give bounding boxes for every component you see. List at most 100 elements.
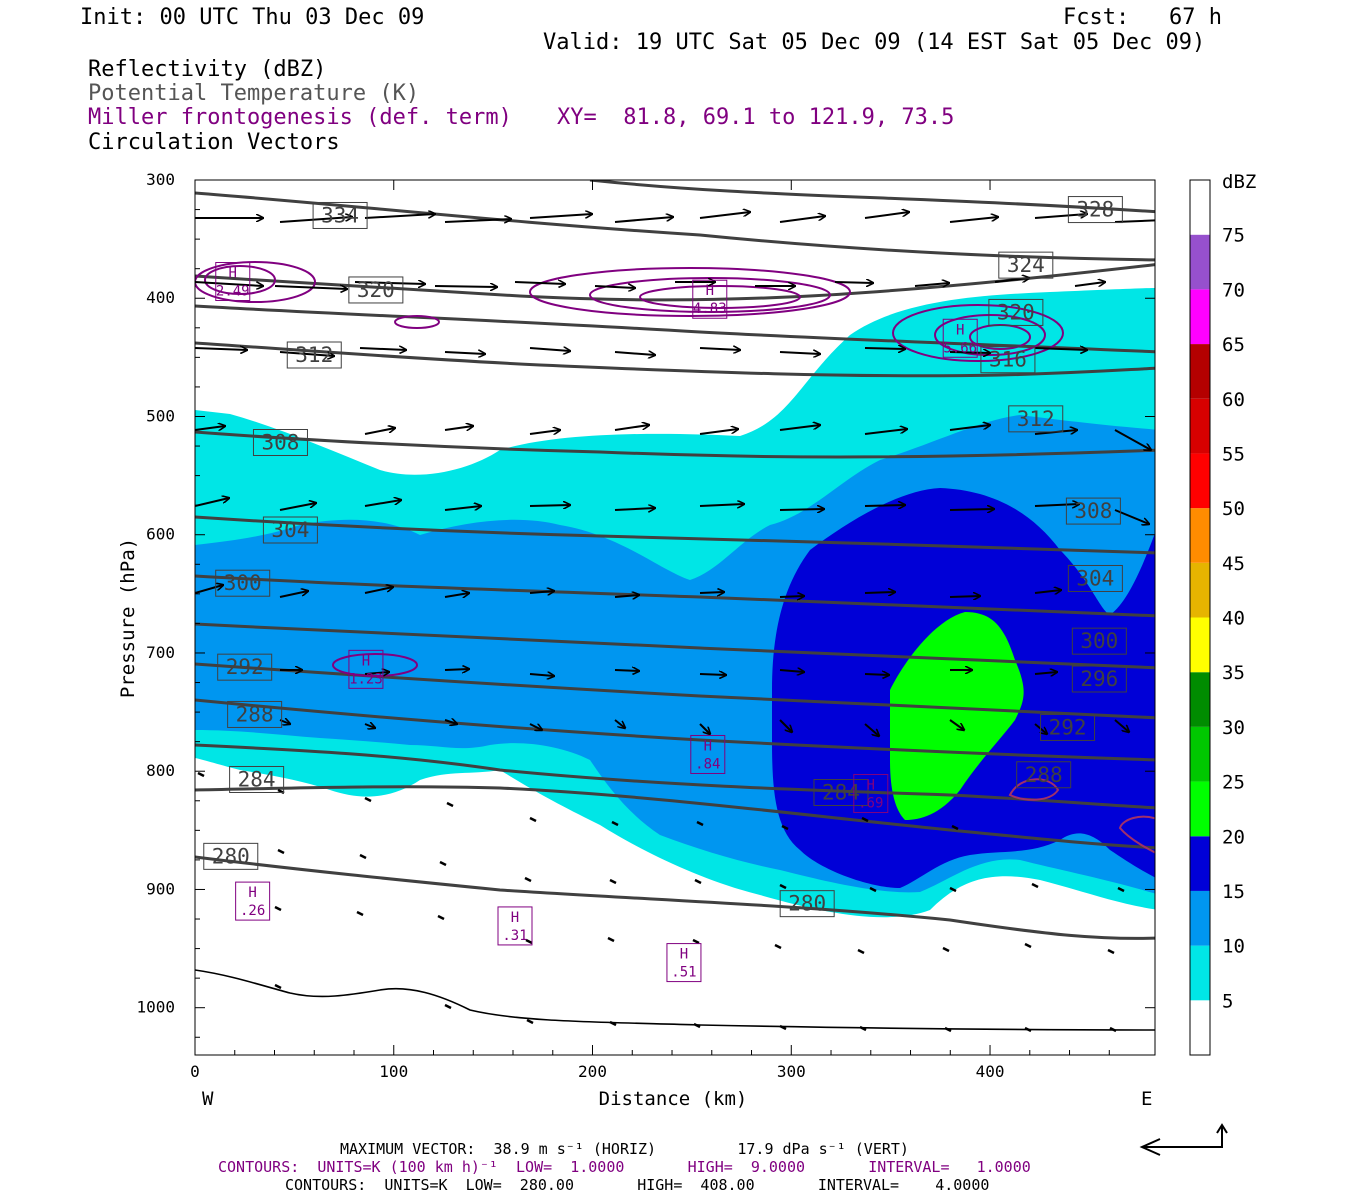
theta-contour-label: 300 [1080,629,1118,653]
circulation-vector [359,853,367,860]
circulation-vector [779,509,824,510]
footer-theta-contours: CONTOURS: UNITS=K LOW= 280.00 HIGH= 408.… [285,1176,990,1194]
fronto-max-box [666,943,702,983]
fronto-max-value: .84 [695,756,720,772]
field-theta: Potential Temperature (K) [88,81,420,106]
circulation-vector [197,771,205,778]
circulation-vector [1031,882,1039,889]
circulation-vector [1109,1026,1117,1033]
colorbar-swatch [1190,945,1210,1001]
theta-contour-label: 312 [295,343,333,367]
fronto-max-box [942,318,978,358]
circulation-vector [779,425,820,431]
colorbar-swatch [1190,180,1210,235]
footer-fronto-contours: CONTOURS: UNITS=K (100 km h)⁻¹ LOW= 1.00… [218,1158,1031,1176]
circulation-vector [525,938,533,945]
circulation-vector [779,216,825,223]
theta-contour-label: 284 [238,767,276,791]
circulation-vector [834,282,873,283]
x-tick-label: 200 [578,1062,607,1081]
circulation-vector [195,426,225,431]
circulation-vector [864,723,879,736]
theta-contours [195,180,1155,940]
fronto-max-box [215,262,251,302]
fronto-max-letter: H [706,283,714,299]
circulation-vector [529,674,554,676]
circulation-vector [609,1020,617,1027]
theta-label-box [252,429,308,456]
reflectivity-colorbar: 5 10 15 20 25 30 35 40 45 50 55 60 65 70 75 [1189,179,1245,1056]
fronto-max-box [235,881,271,921]
circulation-vector [444,426,473,431]
reference-vector-icon [1139,1123,1228,1156]
circulation-vector [864,212,909,219]
theta-contour-label: 288 [236,702,274,726]
colorbar-swatch [1190,672,1210,727]
circulation-vector [699,212,750,219]
colorbar-level-label: 70 [1222,279,1245,301]
reflectivity-fill [195,180,1155,1055]
circulation-vector [444,669,469,670]
circulation-vector [864,592,895,593]
x-tick-label: 400 [976,1062,1005,1081]
theta-contour-label: 312 [1017,407,1055,431]
circulation-vector [529,591,554,593]
circulation-vector [439,860,447,867]
circulation-vector [693,1022,701,1029]
plot-frame [194,179,1156,1056]
colorbar-swatch [1190,781,1210,837]
circulation-vector [444,593,469,597]
circulation-vector [779,883,787,890]
circulation-vector [949,352,990,353]
colorbar-level-label: 45 [1222,553,1245,575]
colorbar-unit: dBZ [1222,171,1256,193]
y-tick-label: 900 [146,879,175,898]
colorbar-swatch [1190,890,1210,946]
theta-contour-label: 288 [1025,763,1063,787]
fronto-max-letter: H [248,885,256,901]
circulation-vector [444,720,457,724]
theta-contour-label: 292 [226,655,264,679]
terrain-surface-line [195,969,1155,1031]
theta-contour-label: 324 [1007,253,1045,277]
colorbar-swatch [1190,562,1210,618]
circulation-vector [274,286,347,289]
circulation-vector [864,505,905,506]
x-axis-label: Distance (km) [599,1088,748,1110]
colorbar-level-label: 10 [1222,936,1245,958]
circulation-vector [1024,942,1032,949]
field-reflectivity: Reflectivity (dBZ) [88,57,327,82]
circulation-vector [699,348,740,350]
theta-contour-label: 280 [788,892,826,916]
colorbar-swatch [1190,836,1210,891]
theta-label-box [348,276,404,304]
colorbar-level-label: 40 [1222,608,1245,630]
y-tick-label: 1000 [136,998,175,1017]
x-tick-label: 300 [777,1062,806,1081]
theta-contour-label: 296 [1080,667,1118,691]
theta-label-box [312,201,368,229]
circulation-vector [195,498,229,507]
axis-ticks: 300 400 500 600 700 800 900 1000 0 100 200 300 400 [136,170,1155,1081]
field-vectors: Circulation Vectors [88,130,340,155]
circulation-vector [1114,719,1129,732]
circulation-vector [1034,348,1087,350]
section-endpoints: XY= 81.8, 69.1 to 121.9, 73.5 [557,105,955,130]
fronto-max-letter: H [511,910,519,926]
circulation-vector [699,674,726,675]
circulation-vector [1034,672,1057,674]
theta-contour-label: 308 [261,431,299,455]
circulation-vector [526,1018,534,1025]
circulation-vector [949,719,964,730]
circulation-vector [1114,429,1151,450]
fronto-max-box [853,774,889,813]
x-tick-label: 0 [190,1062,200,1081]
circulation-vector [942,946,950,953]
colorbar-swatch [1190,344,1210,399]
circulation-vector [949,425,990,431]
init-time: Init: 00 UTC Thu 03 Dec 09 [80,5,425,30]
circulation-vector [279,591,308,598]
circulation-vector [949,509,994,510]
theta-label-box [203,842,259,870]
